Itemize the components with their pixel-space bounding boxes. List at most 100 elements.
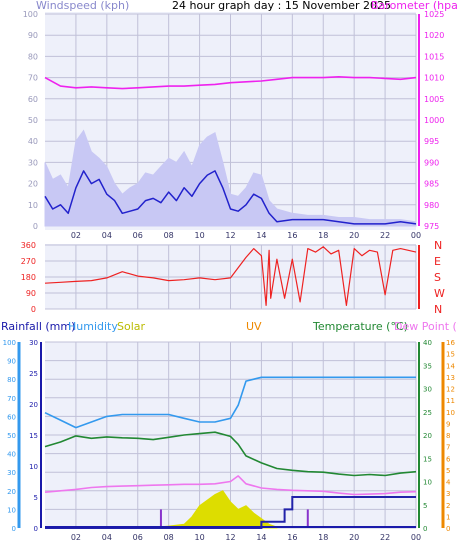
wind-tick-label: 20	[28, 180, 38, 189]
humidity-tick-label: 70	[7, 395, 16, 403]
x-tick-label: 14	[256, 231, 266, 240]
x-tick-label: 08	[164, 231, 174, 240]
rainfall-tick-label: 0	[34, 525, 38, 533]
baro-tick-label: 1015	[424, 52, 444, 61]
dewpoint-line	[44, 475, 417, 496]
direction-tick-label: 90	[26, 289, 36, 298]
wind-tick-label: 10	[28, 201, 38, 210]
uv-label: UV	[246, 320, 262, 333]
x-tick-label: 18	[318, 533, 328, 542]
baro-tick-label: 1000	[424, 116, 444, 125]
gust-series	[44, 129, 417, 529]
wind-tick-label: 40	[28, 137, 38, 146]
humidity-tick-label: 10	[7, 506, 16, 514]
uv-tick-label: 12	[446, 386, 455, 394]
wind-tick-label: 30	[28, 158, 38, 167]
x-tick-label: 12	[225, 533, 235, 542]
baro-tick-label: 1025	[424, 10, 444, 19]
rainfall-tick-label: 20	[29, 401, 38, 409]
direction-tick-label: 0	[31, 305, 36, 314]
compass-label: W	[434, 287, 445, 300]
rainfall-tick-label: 25	[29, 370, 38, 378]
rainfall-tick-label: 30	[29, 339, 38, 347]
compass-label: E	[434, 255, 441, 268]
x-tick-label: 08	[164, 533, 174, 542]
rainfall-tick-label: 5	[34, 494, 38, 502]
temperature-tick-label: 0	[423, 525, 427, 533]
temperature-tick-label: 10	[423, 479, 432, 487]
x-tick-label: 10	[194, 231, 204, 240]
uv-tick-label: 0	[446, 525, 450, 533]
temperature-tick-label: 5	[423, 502, 427, 510]
uv-tick-label: 1	[446, 513, 450, 521]
uv-tick-label: 3	[446, 490, 450, 498]
wind-tick-label: 50	[28, 116, 38, 125]
wind-tick-label: 60	[28, 95, 38, 104]
humidity-label: Humidity	[68, 320, 118, 333]
uv-tick-label: 13	[446, 374, 455, 382]
humidity-tick-label: 40	[7, 451, 16, 459]
rainfall-tick-label: 15	[29, 432, 38, 440]
dewpoint-label: Dew Point (°C)	[394, 320, 458, 333]
wind-tick-label: 80	[28, 52, 38, 61]
baro-tick-label: 985	[424, 180, 439, 189]
x-tick-label: 00	[411, 533, 421, 542]
temperature-tick-label: 20	[423, 432, 432, 440]
temperature-tick-label: 35	[423, 362, 432, 370]
solar-area	[152, 490, 278, 529]
x-tick-label: 06	[133, 231, 143, 240]
direction-tick-label: 180	[21, 273, 36, 282]
barometer-line	[44, 76, 417, 90]
compass-label: S	[434, 271, 441, 284]
temperature-line	[44, 431, 417, 477]
x-tick-label: 10	[194, 533, 204, 542]
x-tick-label: 20	[349, 533, 359, 542]
x-tick-label: 16	[287, 533, 297, 542]
uv-tick-label: 11	[446, 397, 455, 405]
uv-tick-label: 14	[446, 362, 455, 370]
x-tick-label: 04	[102, 231, 112, 240]
uv-tick-label: 4	[446, 479, 451, 487]
uv-tick-label: 9	[446, 420, 450, 428]
x-tick-label: 22	[380, 231, 390, 240]
solar-label: Solar	[117, 320, 146, 333]
temperature-tick-label: 40	[423, 339, 432, 347]
x-tick-label: 02	[71, 533, 81, 542]
uv-tick-label: 5	[446, 467, 450, 475]
direction-tick-label: 270	[21, 257, 36, 266]
baro-tick-label: 1005	[424, 95, 444, 104]
baro-tick-label: 995	[424, 137, 439, 146]
uv-tick-label: 10	[446, 409, 455, 417]
wind-tick-label: 100	[23, 10, 38, 19]
uv-tick-label: 2	[446, 502, 450, 510]
x-tick-label: 20	[349, 231, 359, 240]
x-tick-label: 14	[256, 533, 266, 542]
temperature-label: Temperature (°C)	[312, 320, 408, 333]
wind-tick-label: 90	[28, 31, 38, 40]
temperature-tick-label: 30	[423, 386, 432, 394]
line-series	[44, 76, 417, 529]
barometer-axis-title: Barometer (hpa)	[371, 0, 458, 12]
x-tick-label: 04	[102, 533, 112, 542]
chart-title: 24 hour graph day : 15 November 2025	[172, 0, 391, 12]
x-tick-label: 12	[225, 231, 235, 240]
wind-tick-label: 0	[33, 222, 38, 231]
humidity-tick-label: 0	[12, 525, 16, 533]
x-tick-label: 22	[380, 533, 390, 542]
humidity-tick-label: 30	[7, 469, 16, 477]
baro-tick-label: 980	[424, 201, 439, 210]
wind-direction-line	[44, 246, 417, 306]
direction-tick-label: 360	[21, 241, 36, 250]
uv-tick-label: 6	[446, 455, 451, 463]
tick-labels: 0102030405060708090100975980985990995100…	[3, 10, 456, 542]
rainfall-label: Rainfall (mm)	[1, 320, 75, 333]
humidity-tick-label: 50	[7, 432, 16, 440]
uv-tick-label: 15	[446, 351, 455, 359]
x-tick-label: 02	[71, 231, 81, 240]
baro-tick-label: 975	[424, 222, 439, 231]
baro-tick-label: 990	[424, 158, 439, 167]
compass-label: N	[434, 239, 442, 252]
humidity-tick-label: 20	[7, 488, 16, 496]
